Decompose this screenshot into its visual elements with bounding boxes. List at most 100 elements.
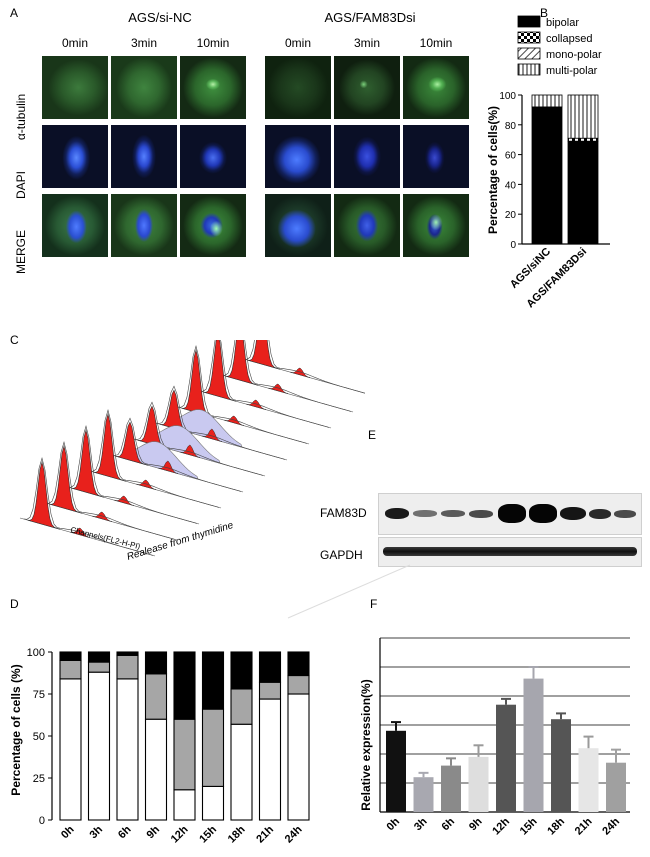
y-tick-label: 80 (505, 121, 517, 132)
blot-band (560, 507, 586, 520)
chart-f-ylabel: Relative expression(%) (359, 679, 373, 810)
g2-peak (135, 479, 157, 490)
x-tick-label: 15h (197, 823, 219, 845)
trace-outline (23, 457, 154, 556)
bar (386, 730, 406, 812)
legend-swatch (517, 31, 541, 44)
trace-outline (243, 340, 365, 394)
chart-b-axis: 0 20 40 60 80 100 (499, 91, 610, 251)
g2-peak (289, 367, 311, 378)
micrograph-tubulin (334, 56, 400, 119)
y-tick-label: 20 (505, 210, 517, 221)
panel-label-e: E (368, 428, 377, 442)
histogram-trace (19, 457, 156, 557)
g2-peak (267, 383, 289, 394)
x-tick-label: 21h (573, 815, 595, 837)
x-tick-label: 0h (59, 823, 77, 841)
g2-peak (223, 415, 245, 426)
chart-f-bars: 0h 3h 6h 9h 12h 15h 18h 21h 24h (385, 666, 626, 838)
x-tick-label: 0h (385, 815, 403, 833)
bar-segment (116, 651, 139, 656)
band-label-gapdh: GAPDH (320, 548, 363, 562)
bar-segment (567, 94, 599, 139)
bar-segment (567, 137, 599, 142)
trace-outline (45, 441, 176, 540)
bar-segment (230, 651, 253, 690)
bar-segment (87, 651, 111, 663)
histogram-trace (239, 340, 365, 394)
timepoint-label: 0min (284, 36, 311, 50)
legend-label: mono-polar (546, 49, 602, 61)
bar-segment (230, 688, 253, 725)
g1-peak (181, 349, 215, 418)
micrograph-tubulin (111, 56, 177, 119)
legend-label: multi-polar (546, 65, 598, 77)
micrograph-merge (42, 194, 108, 257)
x-tick-label: 24h (600, 815, 622, 837)
bar-segment (59, 651, 82, 661)
micrograph-tubulin (42, 56, 108, 119)
trace-outline (111, 417, 242, 492)
g1-peak (247, 340, 281, 370)
s-phase-area (127, 441, 199, 480)
bar-segment (201, 708, 225, 787)
g1-peak (225, 340, 259, 386)
y-tick-label: 25 (33, 773, 45, 785)
bar-segment (258, 698, 282, 821)
blot-fam83d (378, 493, 642, 535)
bar-segment (173, 718, 196, 791)
x-tick-label: 18h (545, 815, 567, 837)
flow-cytometry-3d-histogram: Channels(FL2-H-PI) Realease from thymidi… (19, 340, 365, 563)
trace-axis (239, 357, 365, 394)
trace-outline (177, 345, 308, 444)
bar-segment (59, 678, 82, 821)
trace-outline (133, 401, 264, 476)
blot-band (413, 510, 437, 517)
flow-x-label: Channels(FL2-H-PI) (70, 525, 142, 551)
group-title-si-nc: AGS/si-NC (128, 10, 192, 25)
panel-label-f: F (370, 597, 378, 611)
band-label-fam83d: FAM83D (320, 506, 367, 520)
bar-segment (144, 718, 168, 821)
bar (468, 756, 489, 812)
chart-b-ylabel: Percentage of cells(%) (486, 106, 500, 234)
x-tick-label: 12h (490, 815, 512, 837)
y-tick-label: 60 (505, 151, 517, 162)
bar (551, 719, 571, 812)
histogram-trace (107, 417, 244, 493)
micrograph-dapi (334, 125, 400, 188)
y-tick-label: 100 (27, 647, 45, 659)
x-tick-label: 3h (88, 823, 106, 841)
legend-swatch (517, 63, 541, 76)
bar-segment (87, 671, 111, 821)
bar (578, 748, 599, 812)
histogram-trace (63, 425, 200, 525)
trace-outline (67, 425, 198, 524)
bar-segment (531, 106, 563, 245)
bar-segment (258, 681, 282, 700)
chart-f: 0h 3h 6h 9h 12h 15h 18h 21h 24h Relative express… (359, 637, 630, 838)
bar-segment (287, 693, 310, 821)
flow-z-label: Realease from thymidine (126, 520, 235, 563)
micrograph-merge (180, 194, 246, 257)
chart-d-axis: 0 25 50 75 100 (27, 647, 53, 827)
bar (523, 678, 544, 812)
bar-segment (567, 140, 599, 245)
panel-guide-line (287, 564, 411, 619)
bar (606, 762, 626, 812)
g1-peak (49, 445, 83, 514)
g2-peak (179, 444, 201, 458)
g2-peak (201, 428, 223, 442)
micrograph-dapi (111, 125, 177, 188)
bar-segment (287, 651, 310, 677)
micrograph-tubulin (180, 56, 246, 119)
micrograph-dapi (180, 125, 246, 188)
blot-band (614, 510, 636, 518)
bar-segment (201, 651, 225, 710)
trace-outline (199, 340, 330, 428)
y-tick-label: 75 (33, 689, 45, 701)
x-tick-label: 9h (467, 815, 485, 833)
micrograph-merge (403, 194, 469, 257)
bar-segment (59, 659, 82, 680)
x-tick-label: 9h (145, 823, 163, 841)
